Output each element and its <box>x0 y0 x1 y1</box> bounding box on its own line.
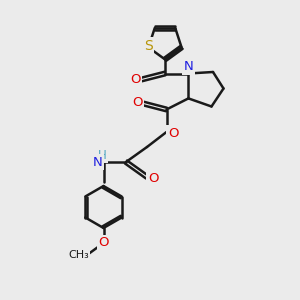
Text: N: N <box>184 60 193 74</box>
Text: O: O <box>132 95 143 109</box>
Text: O: O <box>98 236 109 250</box>
Text: H: H <box>98 149 106 162</box>
Text: O: O <box>168 127 178 140</box>
Text: O: O <box>148 172 158 185</box>
Text: CH₃: CH₃ <box>68 250 89 260</box>
Text: O: O <box>130 73 141 86</box>
Text: N: N <box>92 155 102 169</box>
Text: S: S <box>144 39 153 53</box>
